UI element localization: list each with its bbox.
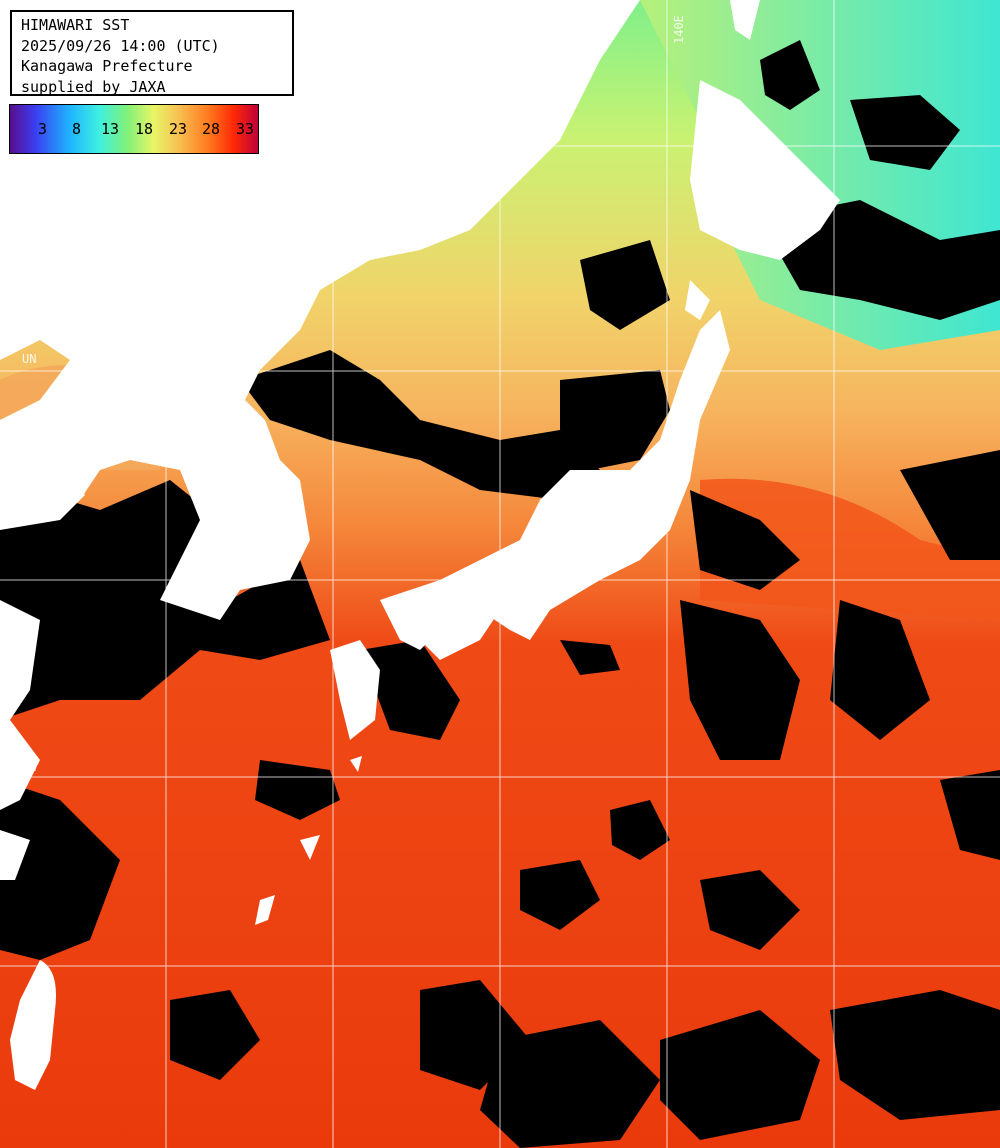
map-info-box: HIMAWARI SST 2025/09/26 14:00 (UTC) Kana… bbox=[10, 10, 294, 96]
map-credit: supplied by JAXA bbox=[21, 77, 166, 96]
lat-label-b: UN bbox=[22, 760, 37, 774]
legend-tick-33: 33 bbox=[236, 120, 255, 138]
color-scale-legend: 3 8 13 18 23 28 33 bbox=[9, 104, 259, 154]
color-scale-bar bbox=[10, 105, 258, 153]
legend-tick-3: 3 bbox=[38, 120, 48, 138]
legend-tick-8: 8 bbox=[72, 120, 82, 138]
lon-label-140: 140E bbox=[672, 15, 686, 44]
map-datetime: 2025/09/26 14:00 (UTC) bbox=[21, 36, 220, 55]
legend-tick-18: 18 bbox=[135, 120, 154, 138]
legend-tick-28: 28 bbox=[202, 120, 221, 138]
legend-tick-23: 23 bbox=[169, 120, 188, 138]
kuroshio-extension bbox=[700, 478, 1000, 620]
map-title: HIMAWARI SST bbox=[21, 16, 130, 34]
cloud-cover bbox=[0, 40, 1000, 1148]
map-region: Kanagawa Prefecture bbox=[21, 57, 193, 75]
land-masses bbox=[0, 0, 840, 1090]
lat-label-a: UN bbox=[22, 352, 37, 366]
legend-tick-13: 13 bbox=[101, 120, 120, 138]
